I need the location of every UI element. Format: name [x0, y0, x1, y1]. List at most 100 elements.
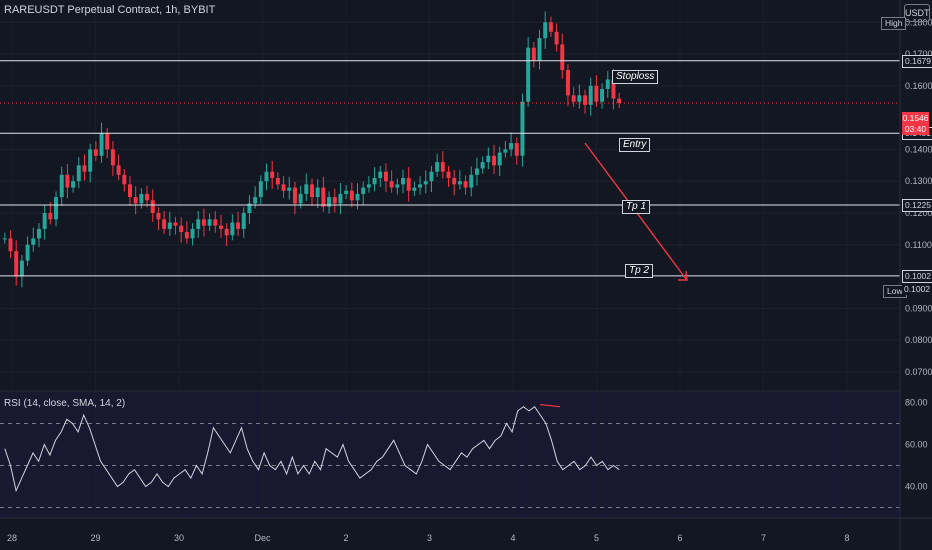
candle [321, 187, 326, 207]
candle [526, 47, 531, 102]
x-tick-label: 7 [761, 533, 766, 543]
candle [372, 178, 377, 185]
level-price-stoploss: 0.1679 [902, 54, 932, 68]
candle [480, 162, 485, 169]
candle [59, 174, 64, 198]
y-tick-label: 0.1200 [905, 208, 932, 218]
candle [389, 181, 394, 188]
candle [264, 171, 269, 182]
candle [258, 181, 263, 198]
low-value: 0.1002 [902, 284, 932, 295]
candle [600, 89, 605, 102]
rsi-line [4, 405, 620, 493]
candle [201, 219, 206, 226]
candle [190, 228, 195, 239]
candle [110, 149, 115, 166]
annotation-tp2[interactable]: Tp 2 [625, 264, 654, 278]
candle [492, 155, 497, 166]
candle [571, 95, 576, 102]
y-tick-label: 0.1400 [905, 144, 932, 154]
candle [543, 22, 548, 39]
y-tick-label: 0.1100 [905, 240, 932, 250]
candle [349, 190, 354, 201]
candle [173, 222, 178, 226]
candles [0, 11, 900, 288]
axes: 0.1800 0.1700 0.1600 0.1400 0.1300 0.1200 0.11… [7, 17, 932, 543]
x-tick-label: 30 [174, 533, 184, 543]
y-tick-label: 0.0700 [905, 367, 932, 377]
candle [548, 22, 553, 32]
candle [332, 197, 337, 204]
candle [497, 152, 502, 166]
candle [418, 184, 423, 188]
x-tick-label: 29 [90, 533, 100, 543]
currency-button[interactable]: USDT [904, 4, 930, 22]
x-tick-label: 6 [677, 533, 682, 543]
chart-title: RAREUSDT Perpetual Contract, 1h, BYBIT [4, 4, 216, 16]
level-lines [0, 60, 900, 277]
rsi-title: RSI (14, close, SMA, 14, 2) [4, 398, 126, 409]
rsi-band [0, 392, 900, 518]
candle [605, 79, 610, 90]
candle [435, 162, 440, 172]
y-tick-label: 0.1600 [905, 81, 932, 91]
candle [281, 184, 286, 191]
y-tick-label: 0.0900 [905, 303, 932, 313]
x-tick-label: 3 [427, 533, 432, 543]
candle [116, 165, 121, 175]
candle [162, 219, 167, 229]
candle [298, 193, 303, 204]
candle [179, 225, 184, 233]
candle [344, 190, 349, 194]
candle [167, 222, 172, 229]
rsi-tick-label: 40.00 [905, 482, 928, 492]
candle [31, 238, 36, 245]
candle [611, 79, 616, 99]
candle [452, 178, 457, 185]
candle [93, 149, 98, 156]
candle [270, 171, 275, 179]
candle [156, 212, 161, 220]
candle [315, 187, 320, 198]
candle [224, 228, 229, 236]
candle [184, 232, 189, 239]
y-tick-label: 0.1700 [905, 49, 932, 59]
candle [65, 174, 70, 188]
annotation-tp1[interactable]: Tp 1 [622, 200, 651, 214]
candle [355, 193, 360, 201]
x-tick-label: 4 [510, 533, 515, 543]
candle [207, 219, 212, 226]
candle [327, 197, 332, 207]
candle [520, 101, 525, 156]
rsi-panel [0, 404, 900, 508]
candle [287, 187, 292, 191]
candle [514, 143, 519, 156]
x-tick-label: 2 [343, 533, 348, 543]
candle [48, 212, 53, 220]
x-tick-label: 8 [844, 533, 849, 543]
rsi-tick-label: 80.00 [905, 398, 928, 408]
candle [378, 171, 383, 179]
current-price: 0.1546 [902, 113, 929, 123]
candle [71, 181, 76, 188]
annotation-entry[interactable]: Entry [619, 138, 651, 152]
y-tick-label: 0.0800 [905, 335, 932, 345]
annotation-stoploss[interactable]: Stoploss [612, 70, 659, 84]
candle [440, 162, 445, 172]
candle [565, 69, 570, 96]
candle [133, 197, 138, 204]
candle [406, 178, 411, 191]
candle [486, 155, 491, 163]
rsi-divergence-line [539, 404, 561, 408]
candle [122, 174, 127, 185]
candle [127, 184, 132, 198]
x-tick-label: 28 [7, 533, 17, 543]
level-price-tp1: 0.1225 [902, 199, 932, 213]
candle [2, 238, 7, 240]
rsi-tick-label: 60.00 [905, 440, 928, 450]
candle [401, 178, 405, 185]
candle [304, 184, 309, 194]
candle [219, 225, 223, 229]
candle [474, 168, 479, 175]
